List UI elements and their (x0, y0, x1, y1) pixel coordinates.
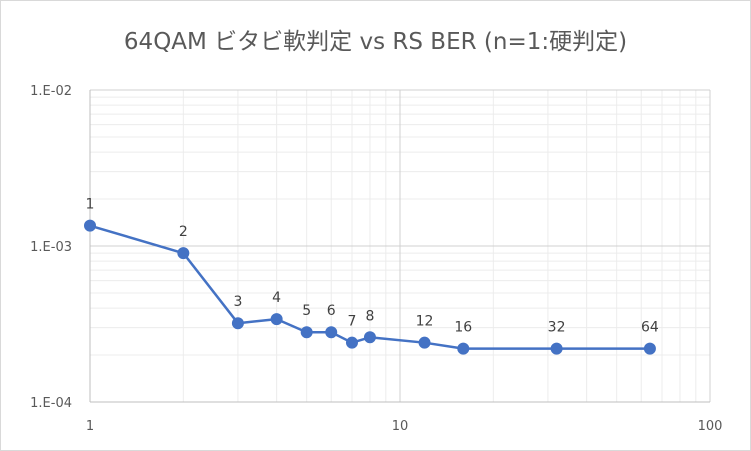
data-label: 5 (302, 303, 311, 319)
data-point (643, 342, 656, 355)
data-label: 4 (272, 290, 281, 306)
data-label: 7 (348, 314, 357, 330)
data-point (418, 336, 431, 349)
data-label: 2 (179, 224, 188, 240)
data-label: 12 (416, 314, 434, 330)
data-point (300, 326, 313, 339)
y-tick-label: 1.E-03 (30, 240, 72, 255)
data-point (177, 247, 190, 260)
data-point (363, 331, 376, 344)
chart-title: 64QAM ビタビ軟判定 vs RS BER (n=1:硬判定) (123, 29, 628, 55)
data-label: 32 (548, 320, 566, 336)
data-point (345, 336, 358, 349)
data-point (457, 342, 470, 355)
y-tick-label: 1.E-04 (30, 396, 72, 411)
x-tick-label: 10 (392, 419, 409, 434)
data-point (270, 313, 283, 326)
x-tick-label: 100 (698, 419, 723, 434)
data-label: 3 (233, 294, 242, 310)
data-point (84, 219, 96, 232)
data-label: 6 (327, 303, 336, 319)
data-label: 16 (454, 320, 472, 336)
data-label: 64 (641, 320, 659, 336)
data-label: 1 (86, 197, 95, 213)
y-tick-label: 1.E-02 (30, 84, 72, 99)
x-tick-label: 1 (86, 419, 94, 434)
data-point (231, 317, 244, 330)
series-line (89, 224, 650, 350)
data-point (325, 326, 338, 339)
data-point (550, 342, 563, 355)
data-label: 8 (365, 308, 374, 324)
